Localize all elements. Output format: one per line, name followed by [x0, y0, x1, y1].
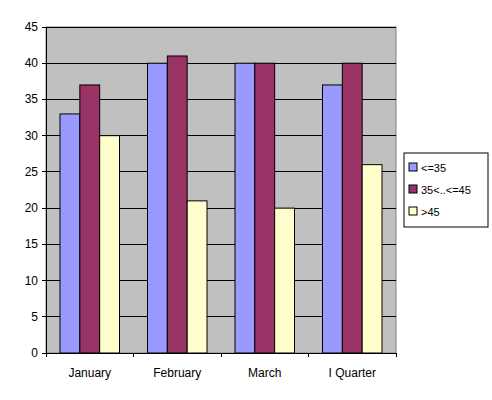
y-axis: [46, 27, 47, 353]
x-tick: [46, 353, 47, 357]
y-tick-label: 45: [25, 20, 39, 34]
bar: [100, 136, 120, 353]
legend-label: >45: [421, 206, 440, 218]
plot-area: [46, 27, 396, 353]
y-tick: [42, 316, 46, 317]
y-tick: [42, 99, 46, 100]
x-tick-label: March: [248, 366, 281, 380]
legend-box: [404, 153, 488, 227]
x-tick: [308, 353, 309, 357]
y-tick: [42, 171, 46, 172]
y-tick: [42, 27, 46, 28]
bar: [80, 85, 100, 353]
x-tick: [133, 353, 134, 357]
bar: [60, 114, 80, 353]
legend-swatch: [409, 163, 417, 171]
legend-label: <=35: [421, 162, 446, 174]
y-tick: [42, 244, 46, 245]
grid-line: [46, 27, 396, 28]
bar: [167, 56, 187, 353]
x-tick-label: I Quarter: [329, 366, 376, 380]
legend: <=35 35<..<=45 >45: [404, 153, 488, 227]
x-tick-label: January: [68, 366, 111, 380]
bar: [362, 165, 382, 353]
y-tick-label: 30: [25, 129, 39, 143]
y-tick: [42, 208, 46, 209]
y-tick: [42, 353, 46, 354]
y-tick-label: 40: [25, 56, 39, 70]
bar: [323, 85, 343, 353]
y-tick-label: 20: [25, 201, 39, 215]
x-tick-label: February: [153, 366, 201, 380]
chart-svg: 0 5 10 15 20 25 30 35 40 45 January February March I …: [0, 0, 492, 400]
legend-swatch: [409, 207, 417, 215]
bar: [235, 63, 255, 353]
bar: [148, 63, 168, 353]
y-tick-label: 0: [31, 346, 38, 360]
y-tick-label: 10: [25, 274, 39, 288]
y-tick-label: 15: [25, 237, 39, 251]
y-tick: [42, 135, 46, 136]
bar: [275, 208, 295, 353]
bar: [255, 63, 275, 353]
bars: [60, 56, 382, 353]
x-tick: [221, 353, 222, 357]
legend-swatch: [409, 185, 417, 193]
y-tick-label: 5: [31, 310, 38, 324]
x-tick: [396, 353, 397, 357]
y-tick: [42, 63, 46, 64]
y-tick-label: 35: [25, 92, 39, 106]
legend-label: 35<..<=45: [421, 184, 471, 196]
bar: [187, 201, 207, 353]
y-tick-label: 25: [25, 165, 39, 179]
chart-container: 0 5 10 15 20 25 30 35 40 45 January February March I …: [0, 0, 492, 400]
y-tick: [42, 280, 46, 281]
bar: [342, 63, 362, 353]
